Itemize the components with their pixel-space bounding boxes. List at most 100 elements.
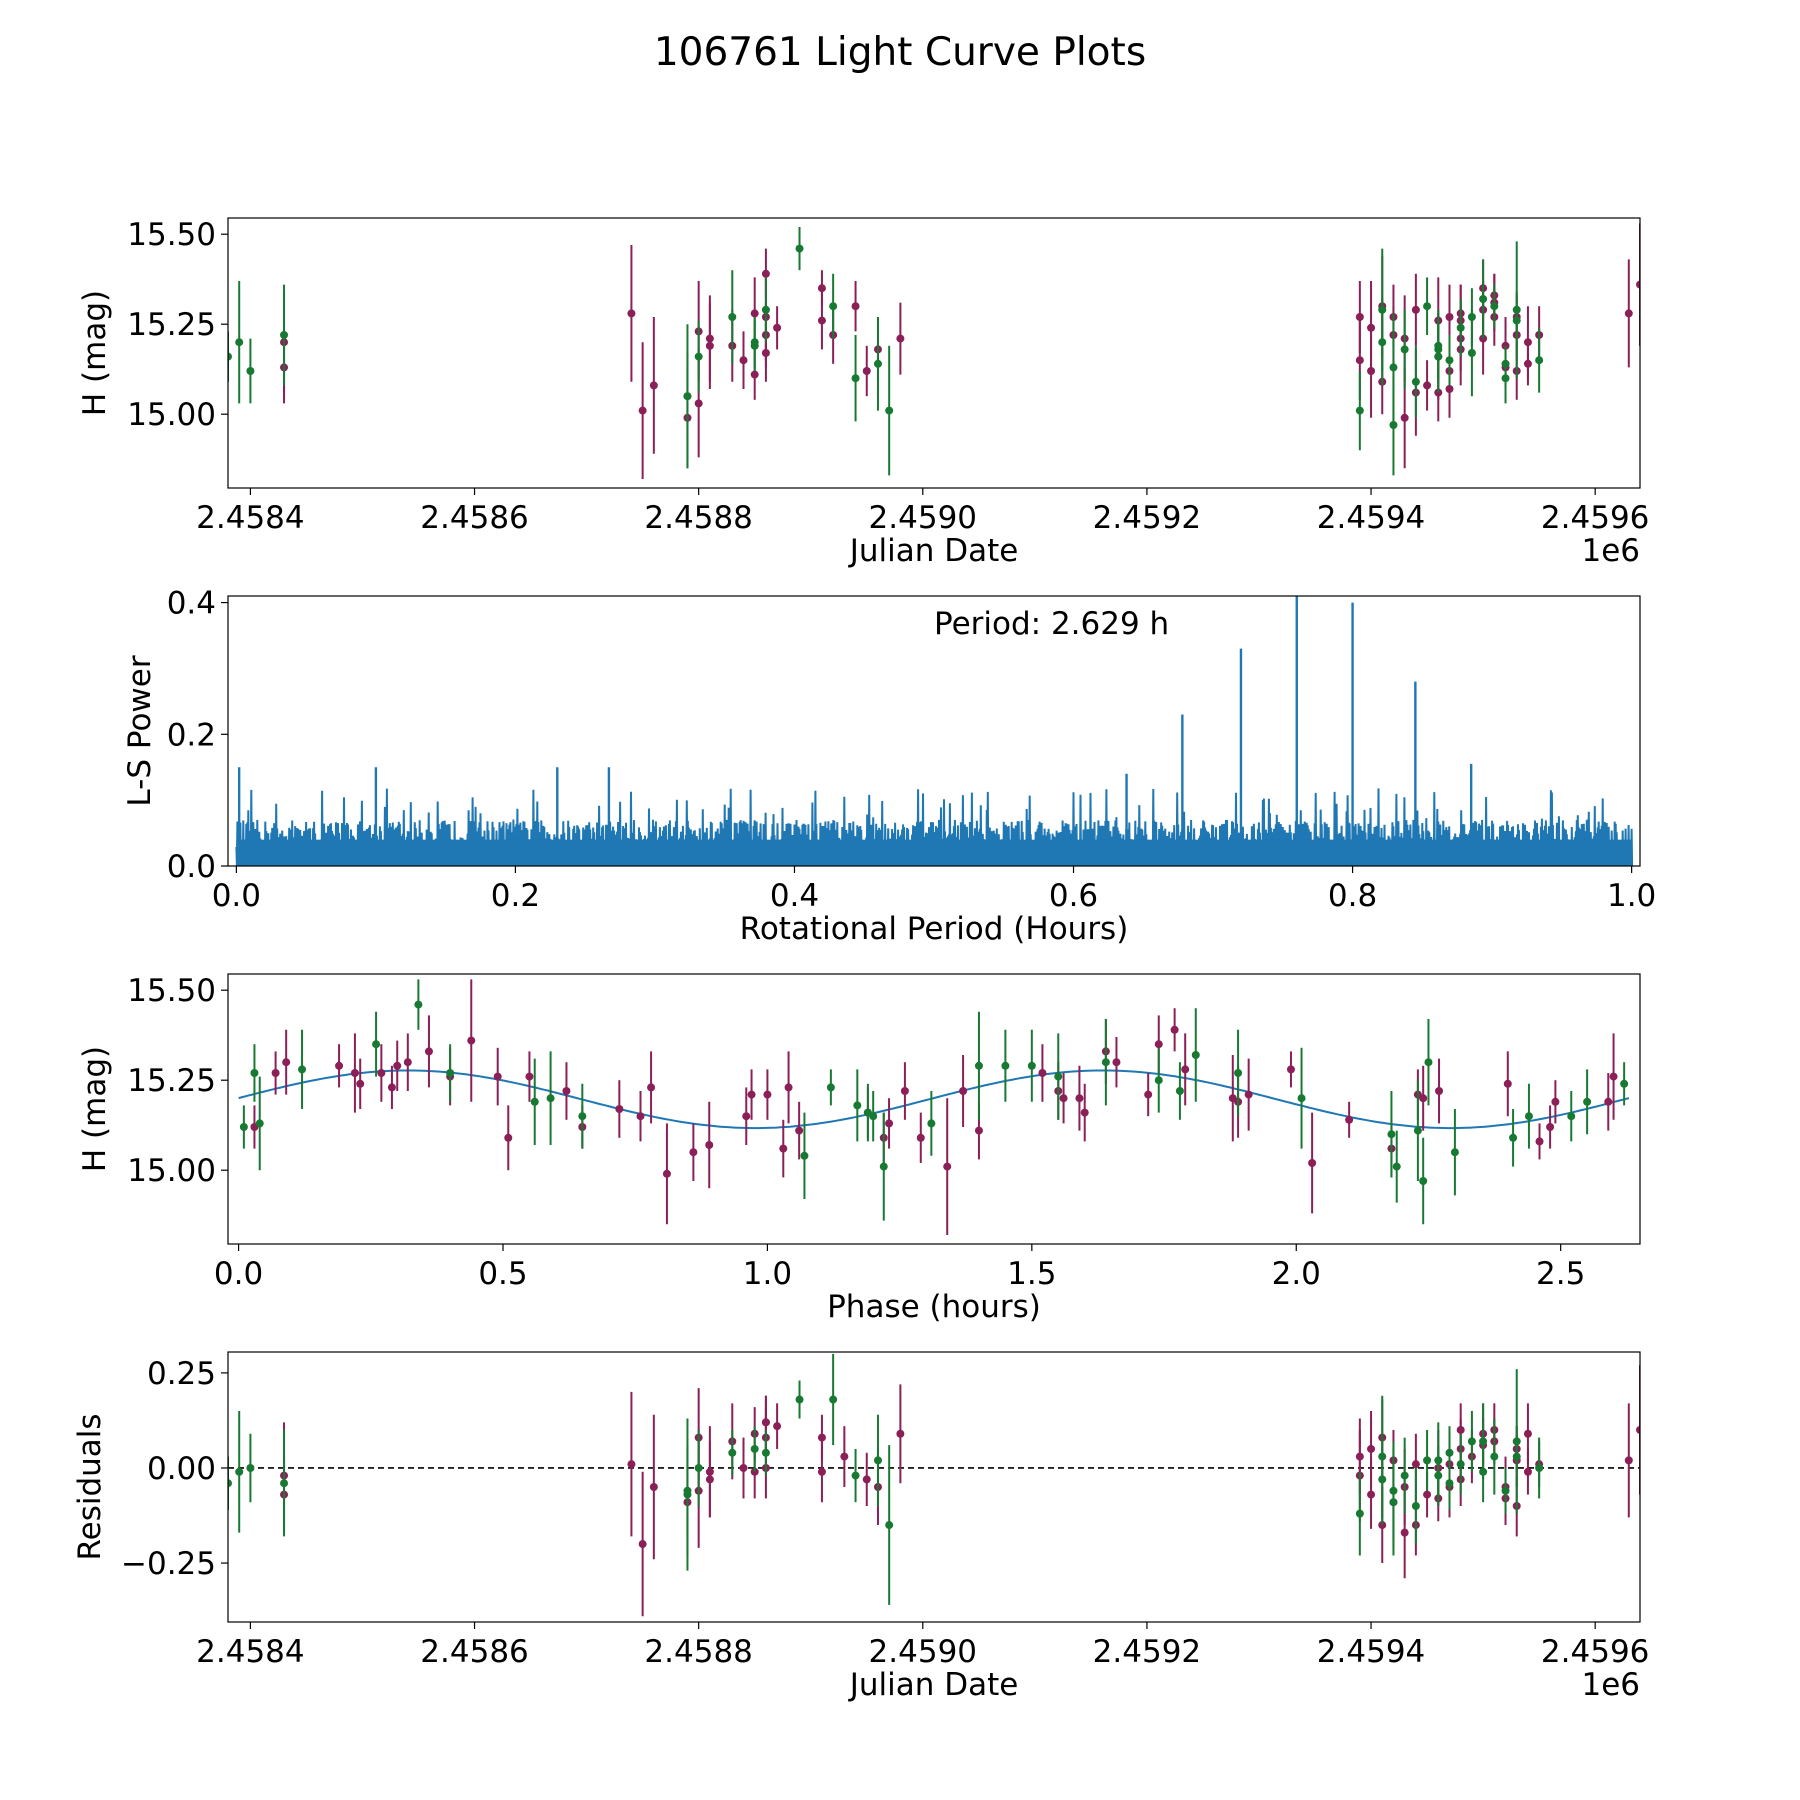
y-tick-label: 15.50 <box>127 973 216 1009</box>
data-point-green <box>1378 338 1387 347</box>
y-tick-label: 0.0 <box>167 849 216 885</box>
data-point-magenta <box>1154 1040 1163 1049</box>
data-point-magenta <box>1419 1094 1428 1103</box>
data-point-green <box>1509 1133 1518 1142</box>
y-tick-label: 0.25 <box>147 1356 216 1392</box>
data-point-green <box>1501 374 1510 383</box>
data-point-green <box>235 338 244 347</box>
x-tick-label: 2.4590 <box>869 1634 977 1670</box>
data-point-green <box>1456 323 1465 332</box>
x-axis-offset-label: 1e6 <box>1581 1667 1640 1703</box>
data-point-magenta <box>1445 313 1454 321</box>
data-point-green <box>1424 1058 1433 1067</box>
x-tick-label: 2.4596 <box>1541 500 1649 536</box>
data-point-green <box>829 1395 838 1404</box>
data-point-magenta <box>795 1126 804 1135</box>
data-point-green <box>1490 302 1499 311</box>
data-point-green <box>1389 421 1398 429</box>
data-point-green <box>1535 1463 1544 1472</box>
data-point-green <box>1387 1130 1396 1139</box>
y-tick-label: 15.00 <box>127 397 216 433</box>
x-axis-label: Julian Date <box>848 1667 1019 1703</box>
data-point-green <box>546 1094 555 1103</box>
data-point-green <box>974 1061 983 1070</box>
data-point-green <box>414 1000 423 1009</box>
data-point-magenta <box>1551 1097 1560 1106</box>
data-point-magenta <box>1423 381 1432 390</box>
data-point-magenta <box>1367 367 1376 375</box>
x-tick-label: 0.4 <box>770 878 819 914</box>
data-point-magenta <box>493 1072 502 1081</box>
data-point-green <box>1567 1112 1576 1121</box>
y-axis-label: H (mag) <box>77 1046 113 1172</box>
data-point-magenta <box>1075 1094 1084 1103</box>
data-point-magenta <box>627 309 636 318</box>
x-tick-label: 2.4584 <box>196 500 304 536</box>
data-point-magenta <box>356 1079 365 1088</box>
x-tick-label: 2.4586 <box>420 1634 528 1670</box>
data-point-green <box>750 1444 759 1453</box>
data-point-magenta <box>638 406 647 415</box>
y-tick-label: 15.00 <box>127 1153 216 1189</box>
plot-area <box>228 1353 1640 1617</box>
data-point-green <box>1524 1112 1533 1121</box>
data-point-magenta <box>615 1105 624 1113</box>
data-point-magenta <box>350 1069 359 1077</box>
data-point-green <box>873 359 882 368</box>
data-point-magenta <box>761 1418 770 1427</box>
data-point-green <box>1445 1448 1454 1457</box>
x-tick-label: 2.4592 <box>1093 1634 1201 1670</box>
data-point-magenta <box>817 284 826 293</box>
data-point-green <box>829 302 838 311</box>
data-point-green <box>1419 1177 1428 1185</box>
data-point-magenta <box>817 1467 826 1476</box>
data-point-magenta <box>647 1083 656 1092</box>
data-point-green <box>1423 1456 1432 1465</box>
x-axis-label: Rotational Period (Hours) <box>740 911 1129 947</box>
data-point-magenta <box>636 1112 645 1121</box>
data-point-green <box>1191 1051 1200 1059</box>
data-point-magenta <box>900 1087 909 1095</box>
data-point-green <box>1467 349 1476 357</box>
data-point-green <box>578 1112 587 1121</box>
data-point-green <box>826 1083 835 1092</box>
data-point-magenta <box>896 334 905 343</box>
data-point-magenta <box>779 1144 788 1153</box>
data-point-green <box>853 1101 862 1110</box>
data-point-green <box>1378 1475 1387 1484</box>
data-point-green <box>280 1479 289 1488</box>
plot-area <box>228 223 1640 479</box>
y-axis-label: H (mag) <box>77 290 113 416</box>
x-tick-label: 2.4586 <box>420 500 528 536</box>
data-point-green <box>1001 1061 1010 1070</box>
x-tick-label: 2.4590 <box>869 500 977 536</box>
data-point-magenta <box>1411 305 1420 314</box>
period-annotation: Period: 2.629 h <box>934 606 1169 642</box>
plot-area <box>238 979 1630 1235</box>
data-point-magenta <box>649 1483 658 1491</box>
data-point-magenta <box>761 349 770 357</box>
data-point-magenta <box>627 1460 636 1469</box>
x-tick-label: 2.4592 <box>1093 500 1201 536</box>
data-point-magenta <box>1624 1456 1633 1465</box>
x-tick-label: 2.4588 <box>644 1634 752 1670</box>
data-point-green <box>1535 356 1544 365</box>
data-point-green <box>1445 1479 1454 1488</box>
data-point-magenta <box>1400 413 1409 422</box>
periodogram-noise-floor <box>236 839 1632 866</box>
data-point-green <box>927 1119 936 1128</box>
y-tick-label: 0.00 <box>147 1451 216 1487</box>
data-point-green <box>795 244 804 253</box>
data-point-green <box>1355 1509 1364 1518</box>
x-tick-label: 0.8 <box>1328 878 1377 914</box>
data-point-green <box>694 1463 703 1472</box>
x-tick-label: 0.0 <box>212 878 261 914</box>
data-point-magenta <box>1523 1429 1532 1438</box>
data-point-magenta <box>739 356 748 365</box>
x-tick-label: 1.0 <box>743 1256 792 1292</box>
residuals-panel: 2.4584 2.4586 2.4588 2.4590 2.4592 2.4594 2.45… <box>72 1351 1649 1703</box>
data-point-magenta <box>335 1061 344 1070</box>
x-tick-label: 0.2 <box>491 878 540 914</box>
data-point-magenta <box>705 1141 714 1149</box>
